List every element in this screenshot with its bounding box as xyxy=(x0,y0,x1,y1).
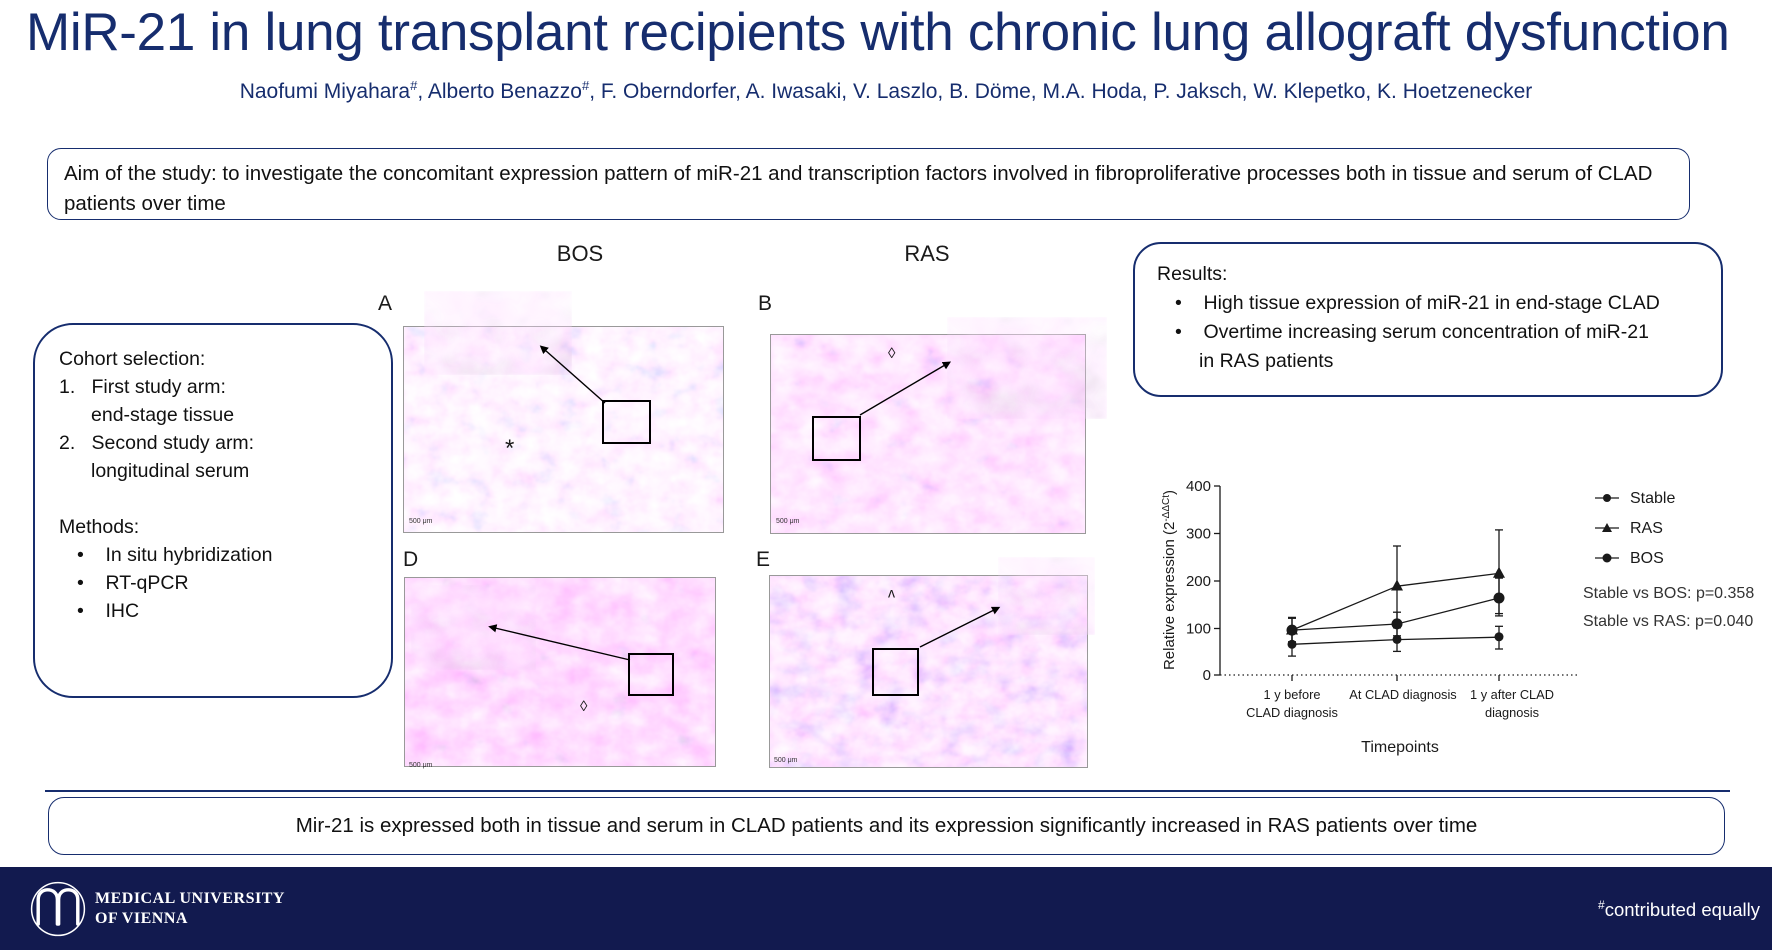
svg-text:300: 300 xyxy=(1186,526,1211,543)
svg-text:1 y before: 1 y before xyxy=(1264,687,1321,702)
svg-text:Stable vs RAS: p=0.040: Stable vs RAS: p=0.040 xyxy=(1583,613,1753,630)
svg-text:Stable vs BOS: p=0.358: Stable vs BOS: p=0.358 xyxy=(1583,585,1754,602)
svg-text:CLAD diagnosis: CLAD diagnosis xyxy=(1246,705,1338,720)
svg-text:100: 100 xyxy=(1186,621,1211,638)
svg-text:At CLAD diagnosis: At CLAD diagnosis xyxy=(1349,687,1456,702)
svg-text:RAS: RAS xyxy=(1630,520,1663,537)
svg-text:Relative expression (2-ΔΔCt): Relative expression (2-ΔΔCt) xyxy=(1161,490,1178,670)
svg-text:diagnosis: diagnosis xyxy=(1485,705,1539,720)
svg-text:Timepoints: Timepoints xyxy=(1361,739,1439,756)
svg-text:Stable: Stable xyxy=(1630,490,1675,507)
svg-text:1 y after CLAD: 1 y after CLAD xyxy=(1470,687,1554,702)
svg-text:400: 400 xyxy=(1186,478,1211,495)
svg-text:BOS: BOS xyxy=(1630,550,1664,567)
svg-text:0: 0 xyxy=(1203,667,1211,684)
svg-text:200: 200 xyxy=(1186,573,1211,590)
